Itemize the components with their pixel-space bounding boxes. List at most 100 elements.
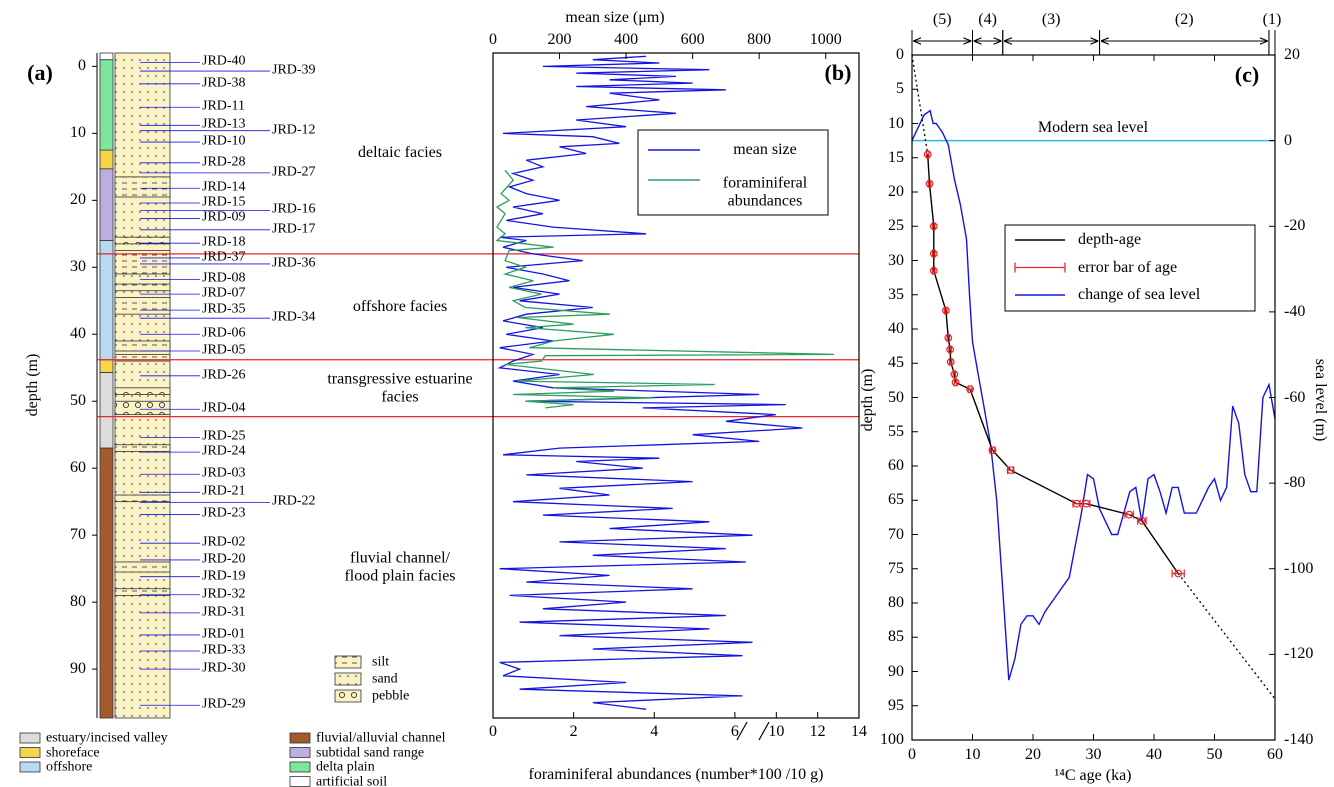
y-tick-label: 70	[888, 525, 904, 543]
data-point	[929, 266, 938, 275]
x2-tick-label: 14	[851, 723, 867, 741]
sample-label: JRD-05	[202, 342, 246, 358]
sample-label: JRD-29	[202, 696, 246, 712]
period-label: (2)	[1174, 11, 1194, 29]
x2-tick-label: 4	[650, 723, 659, 741]
y-axis-label: depth (m)	[24, 353, 42, 417]
x-tick-label: 60	[1267, 746, 1283, 764]
lithology-block	[114, 353, 171, 362]
data-point	[946, 357, 955, 366]
sample-label: JRD-12	[272, 121, 316, 137]
sample-label: JRD-21	[202, 483, 246, 499]
data-point	[946, 345, 955, 354]
lithology-block	[114, 52, 171, 719]
data-point	[951, 378, 960, 387]
legend-swatch	[19, 732, 41, 744]
sample-label: JRD-19	[202, 567, 246, 583]
y2-tick-label: -140	[1284, 731, 1314, 749]
sample-label: JRD-31	[202, 604, 246, 620]
y-tick-label: 75	[888, 559, 904, 577]
legend-label: pebble	[372, 688, 410, 704]
facies-block	[99, 372, 114, 449]
legend-label: estuary/incised valley	[46, 730, 168, 746]
y2-tick-label: -80	[1284, 474, 1306, 492]
y2-tick-label: -120	[1284, 645, 1314, 663]
lithology-block	[114, 561, 171, 573]
legend-swatch	[334, 655, 362, 669]
extrapolation-line	[911, 54, 929, 155]
y-tick-label: 60	[888, 457, 904, 475]
sample-label: JRD-39	[272, 62, 316, 78]
panel-label: (b)	[824, 59, 852, 85]
y-tick-label: 90	[888, 662, 904, 680]
sample-label: JRD-11	[202, 98, 246, 114]
facies-label: fluvial channel/ flood plain facies	[344, 549, 456, 585]
x2-tick-label: 2	[569, 723, 578, 741]
sample-label: JRD-34	[272, 309, 316, 325]
sample-label: JRD-20	[202, 551, 246, 567]
sample-label: JRD-33	[202, 642, 246, 658]
sample-label: JRD-18	[202, 234, 246, 250]
legend-swatch	[334, 689, 362, 703]
data-point	[1174, 569, 1183, 578]
data-point	[925, 179, 934, 188]
legend-label: change of sea level	[1078, 286, 1201, 304]
data-point	[944, 334, 953, 342]
legend-swatch	[19, 747, 41, 758]
lithology-block	[114, 494, 171, 503]
sample-label: JRD-32	[202, 586, 246, 602]
x-tick-label: 10	[964, 746, 981, 764]
y-tick-label: 50	[888, 388, 904, 406]
sample-label: JRD-30	[202, 660, 246, 676]
plot-frame	[492, 52, 860, 719]
x-tick-label: 20	[1025, 746, 1041, 764]
x-tick-label: 800	[747, 31, 772, 49]
series-line	[911, 109, 1276, 681]
plot-frame	[911, 54, 1276, 741]
y-tick-label: 0	[78, 57, 86, 75]
sample-label: JRD-02	[202, 534, 246, 550]
x2-axis-label: foraminiferal abundances (number*100 /10…	[528, 766, 824, 784]
x-tick-label: 600	[680, 31, 705, 49]
data-point	[1006, 466, 1015, 475]
x-tick-label: 50	[1206, 746, 1223, 764]
y-tick-label: 80	[888, 594, 904, 612]
lithology-block	[114, 387, 171, 395]
y-tick-label: 0	[896, 46, 904, 64]
legend-line	[1014, 262, 1066, 273]
sample-label: JRD-14	[202, 179, 246, 195]
panel-label: (a)	[27, 59, 53, 85]
data-point	[941, 306, 950, 315]
sample-label: JRD-09	[202, 209, 246, 225]
facies-label: transgressive estuarine facies	[327, 370, 473, 406]
y-tick-label: 80	[70, 593, 86, 611]
sample-label: JRD-22	[272, 493, 316, 509]
y-tick-label: 20	[70, 191, 86, 209]
y-tick-label: 65	[888, 491, 904, 509]
sample-label: JRD-40	[202, 53, 246, 69]
facies-block	[99, 240, 114, 361]
x-tick-label: 1000	[809, 31, 842, 49]
facies-label: offshore facies	[352, 298, 448, 315]
data-point	[1125, 510, 1134, 519]
sample-label: JRD-24	[202, 443, 246, 459]
legend-label: shoreface	[46, 744, 100, 760]
axis-break	[736, 721, 748, 741]
y-tick-label: 90	[70, 660, 86, 678]
period-label: (3)	[1041, 11, 1061, 29]
data-point	[1072, 499, 1081, 508]
x2-tick-label: 12	[809, 723, 826, 741]
y-tick-label: 55	[888, 422, 904, 440]
y-tick-label: 85	[888, 628, 904, 646]
sample-label: JRD-37	[202, 249, 246, 265]
data-point	[988, 446, 997, 455]
series-line	[495, 169, 835, 409]
legend-swatch	[289, 747, 311, 758]
x-axis-label: ¹⁴C age (ka)	[1054, 767, 1132, 785]
x-axis-label: mean size (μm)	[565, 9, 665, 27]
legend-swatch	[289, 776, 311, 787]
period-label: (4)	[978, 11, 997, 29]
sample-label: JRD-03	[202, 465, 246, 481]
x-tick-label: 200	[547, 31, 572, 49]
